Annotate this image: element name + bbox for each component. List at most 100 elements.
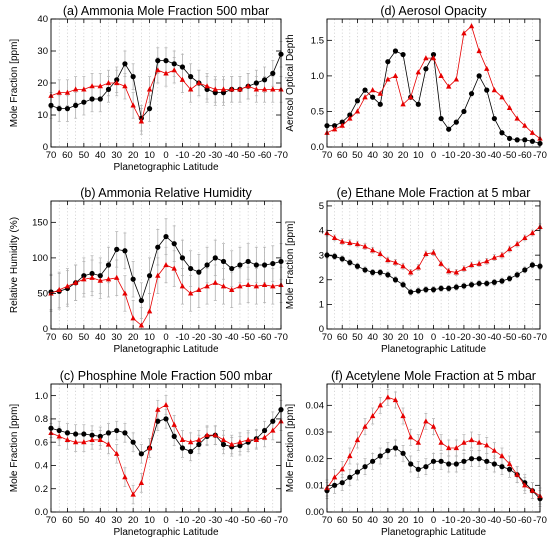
data-point-triangle	[476, 48, 482, 54]
x-tick-label: 10	[144, 515, 155, 526]
data-point-circle	[514, 137, 520, 143]
data-point-triangle	[354, 437, 361, 443]
x-tick-label: -50	[503, 150, 517, 161]
x-tick-label: 30	[383, 515, 394, 526]
y-tick-label: 1	[319, 300, 324, 311]
x-tick-label: 0	[163, 332, 168, 343]
data-point-circle	[105, 86, 112, 92]
data-point-circle	[122, 430, 128, 436]
y-tick-label: 0.01	[306, 481, 325, 492]
data-point-circle	[339, 119, 345, 125]
chart-title: (e) Ethane Mole Fraction at 5 mbar	[337, 186, 531, 200]
y-tick-label: 0.5	[311, 107, 324, 118]
data-point-circle	[73, 102, 79, 108]
data-point-triangle	[81, 276, 87, 282]
x-tick-label: -60	[518, 515, 532, 526]
data-point-triangle	[468, 437, 475, 443]
data-point-circle	[377, 269, 383, 275]
x-tick-label: 40	[95, 515, 106, 526]
data-point-triangle	[229, 86, 235, 92]
data-point-circle	[438, 115, 444, 122]
x-tick-label: -50	[241, 150, 255, 161]
data-point-circle	[400, 282, 406, 288]
data-point-triangle	[506, 461, 513, 467]
data-point-circle	[453, 284, 459, 290]
data-point-triangle	[122, 83, 128, 89]
data-point-triangle	[400, 101, 406, 107]
data-point-circle	[171, 61, 177, 67]
data-point-circle	[155, 244, 161, 250]
x-tick-label: -30	[472, 332, 486, 343]
x-tick-label: 60	[62, 332, 73, 343]
data-point-circle	[385, 272, 391, 278]
data-point-triangle	[362, 423, 368, 429]
y-tick-label: 0.6	[35, 437, 48, 448]
y-tick-label: 3	[319, 250, 324, 261]
y-tick-label: 1.5	[311, 36, 324, 47]
x-tick-label: 50	[352, 515, 363, 526]
data-point-triangle	[529, 230, 536, 236]
data-point-circle	[484, 280, 490, 287]
data-point-triangle	[430, 423, 437, 429]
data-point-circle	[196, 441, 202, 448]
data-point-triangle	[212, 432, 218, 438]
x-tick-label: 70	[46, 332, 57, 343]
data-point-circle	[522, 267, 528, 273]
x-tick-label: 0	[163, 515, 168, 526]
data-point-circle	[446, 126, 452, 132]
data-point-triangle	[130, 102, 136, 108]
data-point-triangle	[331, 474, 338, 480]
x-tick-label: -70	[274, 515, 288, 526]
data-point-circle	[114, 427, 120, 434]
data-point-triangle	[187, 290, 194, 296]
data-point-circle	[347, 259, 353, 266]
data-point-triangle	[220, 86, 227, 92]
data-point-triangle	[438, 439, 444, 445]
data-point-circle	[220, 258, 227, 265]
data-point-triangle	[253, 86, 260, 92]
data-point-circle	[89, 96, 95, 102]
data-point-triangle	[461, 265, 467, 271]
data-point-circle	[155, 418, 161, 424]
data-point-circle	[408, 289, 414, 295]
x-tick-label: -40	[487, 150, 501, 161]
data-point-triangle	[461, 30, 467, 36]
x-tick-label: -10	[176, 332, 190, 343]
data-point-circle	[354, 263, 361, 269]
x-tick-label: -70	[533, 332, 547, 343]
data-point-circle	[377, 453, 383, 459]
y-tick-label: 0.0	[311, 142, 324, 153]
x-tick-label: -20	[457, 150, 471, 161]
data-point-circle	[97, 96, 103, 102]
data-point-circle	[506, 135, 513, 142]
y-tick-label: 150	[32, 218, 48, 229]
data-point-circle	[105, 430, 112, 436]
y-tick-label: 4	[319, 226, 324, 237]
data-point-circle	[146, 273, 153, 279]
data-point-triangle	[89, 274, 95, 280]
data-point-triangle	[377, 402, 383, 408]
data-point-triangle	[122, 290, 128, 296]
data-point-triangle	[506, 104, 513, 110]
data-point-circle	[253, 262, 259, 268]
y-tick-label: 20	[37, 78, 48, 89]
data-point-circle	[385, 448, 391, 454]
x-tick-label: -40	[225, 332, 239, 343]
data-point-circle	[461, 108, 467, 115]
x-tick-label: 70	[46, 150, 57, 161]
data-point-triangle	[506, 246, 513, 252]
data-point-circle	[237, 443, 243, 449]
data-point-triangle	[138, 322, 145, 328]
x-tick-label: -30	[472, 515, 486, 526]
data-point-triangle	[72, 279, 79, 285]
data-point-triangle	[81, 86, 87, 92]
data-point-triangle	[339, 466, 345, 472]
x-tick-label: 20	[398, 150, 409, 161]
panel-d: 70 60 50 40 30 20 10 0 -10 -20 -30 -40 -50 -60 -70 0.0 0…	[285, 4, 547, 161]
data-point-triangle	[522, 122, 528, 128]
x-tick-label: -10	[176, 150, 190, 161]
x-tick-label: 50	[352, 332, 363, 343]
data-point-triangle	[237, 283, 243, 289]
data-point-triangle	[187, 86, 194, 92]
